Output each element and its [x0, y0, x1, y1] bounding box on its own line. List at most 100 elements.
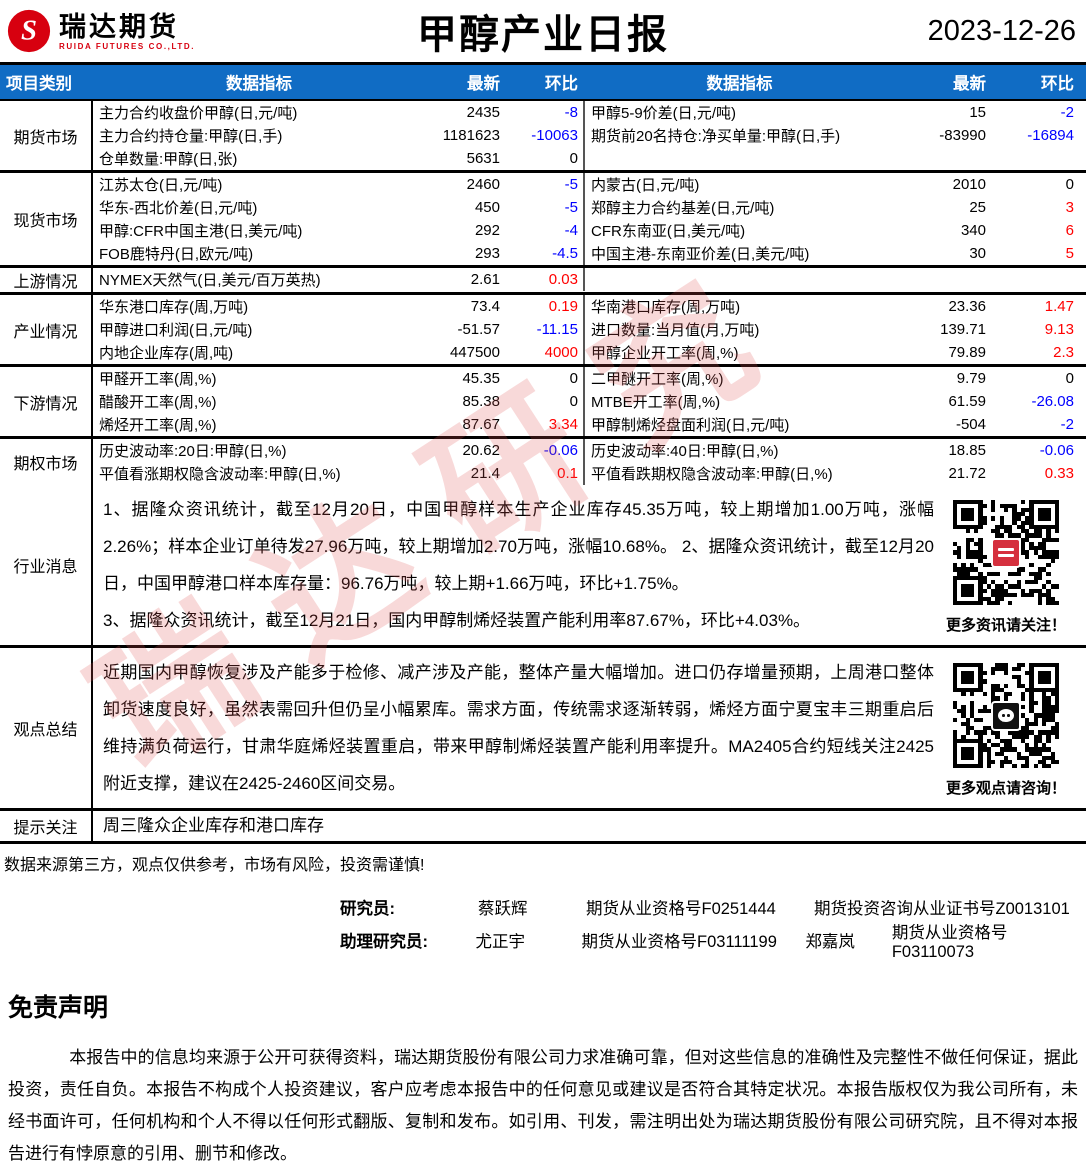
section-category: 观点总结 — [0, 648, 93, 808]
table-section: 现货市场 江苏太仓(日,元/吨) 2460 -5 内蒙古(日,元/吨) 2010 0 华东-西… — [0, 170, 1086, 265]
change-value: 1.47 — [1044, 298, 1074, 315]
indicator-cell: 醋酸开工率(周,%) — [99, 394, 217, 411]
table-row: 江苏太仓(日,元/吨) 2460 -5 内蒙古(日,元/吨) 2010 0 — [93, 173, 1086, 196]
change-value: -4 — [564, 222, 578, 239]
table-row: 内地企业库存(周,吨) 447500 4000 甲醇企业开工率(周,%) 79.89 2.… — [93, 341, 1086, 364]
assistant1-cert: 期货从业资格号F03111199 — [581, 933, 777, 951]
indicator-cell: 江苏太仓(日,元/吨) — [99, 177, 223, 194]
section-viewpoint-summary: 观点总结 近期国内甲醇恢复涉及产能多于检修、减产涉及产能，整体产量大幅增加。进口… — [0, 645, 1086, 808]
qr-logo-mark — [998, 548, 1014, 551]
summary-qr-caption: 更多观点请咨询！ — [945, 780, 1066, 797]
indicator-cell: 内地企业库存(周,吨) — [99, 345, 234, 362]
change-value: 9.13 — [1044, 321, 1074, 338]
researcher-cert2: 期货投资咨询从业证书号Z0013101 — [814, 900, 1070, 918]
table-sections: 期货市场 主力合约收盘价甲醇(日,元/吨) 2435 -8 甲醇5-9价差(日,元/吨)… — [0, 101, 1086, 485]
latest-value: 15 — [969, 104, 986, 121]
change-value: 0 — [1065, 176, 1074, 193]
qr-code-wechat — [953, 662, 1059, 769]
section-category: 期货市场 — [0, 101, 93, 170]
section-category: 期权市场 — [0, 439, 93, 485]
industry-news-body: 1、据隆众资讯统计，截至12月20日，中国甲醇样本生产企业库存45.35万吨，较… — [93, 485, 1086, 645]
col-change-left: 环比 — [545, 75, 578, 93]
latest-value: 61.59 — [948, 393, 986, 410]
latest-value — [896, 268, 991, 291]
viewpoint-summary-body: 近期国内甲醇恢复涉及产能多于检修、减产涉及产能，整体产量大幅增加。进口仍存增量预… — [93, 648, 1086, 808]
section-category: 产业情况 — [0, 295, 93, 364]
latest-value: 87.67 — [462, 416, 500, 433]
industry-news-text: 1、据隆众资讯统计，截至12月20日，中国甲醇样本生产企业库存45.35万吨，较… — [93, 485, 938, 645]
indicator-cell: 烯烃开工率(周,%) — [99, 417, 217, 434]
table-row: 甲醇:CFR中国主港(日,美元/吨) 292 -4 CFR东南亚(日,美元/吨) 340… — [93, 219, 1086, 242]
latest-value: 25 — [969, 199, 986, 216]
assistant1-name: 尤正宇 — [475, 933, 526, 951]
latest-value: 2435 — [466, 104, 500, 121]
risk-footnote: 数据来源第三方，观点仅供参考，市场有风险，投资需谨慎! — [4, 857, 425, 874]
change-value: 0.19 — [548, 298, 578, 315]
latest-value: 73.4 — [470, 298, 500, 315]
table-section: 期货市场 主力合约收盘价甲醇(日,元/吨) 2435 -8 甲醇5-9价差(日,元/吨)… — [0, 101, 1086, 170]
logo-chinese-name: 瑞达期货 — [59, 11, 179, 42]
table-row: 平值看涨期权隐含波动率:甲醇(日,%) 21.4 0.1 平值看跌期权隐含波动率:甲醇… — [93, 462, 1086, 485]
table-row: 甲醇进口利润(日,元/吨) -51.57 -11.15 进口数量:当月值(月,万吨) 1… — [93, 318, 1086, 341]
indicator-cell: 仓单数量:甲醇(日,张) — [99, 151, 238, 168]
section-industry-news: 行业消息 1、据隆众资讯统计，截至12月20日，中国甲醇样本生产企业库存45.3… — [0, 485, 1086, 645]
change-value: 4000 — [544, 344, 578, 361]
indicator-cell: 主力合约持仓量:甲醇(日,手) — [99, 128, 283, 145]
table-row: 主力合约持仓量:甲醇(日,手) 1181623 -10063 期货前20名持仓:净买单… — [93, 124, 1086, 147]
latest-value: 21.72 — [948, 465, 986, 482]
change-value — [991, 268, 1079, 291]
indicator-cell: 历史波动率:20日:甲醇(日,%) — [99, 443, 287, 460]
data-table: 期货市场 主力合约收盘价甲醇(日,元/吨) 2435 -8 甲醇5-9价差(日,元/吨)… — [0, 99, 1086, 844]
indicator-cell: 甲醛开工率(周,%) — [99, 371, 217, 388]
table-row: FOB鹿特丹(日,欧元/吨) 293 -4.5 中国主港-东南亚价差(日,美元/吨) 3… — [93, 242, 1086, 265]
section-category: 上游情况 — [0, 268, 93, 292]
change-value: -0.06 — [1039, 442, 1074, 459]
news-qr-block: 更多资讯请关注！ — [938, 496, 1074, 635]
change-value: -16894 — [1027, 127, 1074, 144]
table-row: 主力合约收盘价甲醇(日,元/吨) 2435 -8 甲醇5-9价差(日,元/吨) 15 -2 — [93, 101, 1086, 124]
table-row: 仓单数量:甲醇(日,张) 5631 0 — [93, 147, 1086, 170]
change-value: 0 — [1065, 370, 1074, 387]
researcher-name: 蔡跃辉 — [478, 900, 528, 918]
table-section: 期权市场 历史波动率:20日:甲醇(日,%) 20.62 -0.06 历史波动率:40日… — [0, 436, 1086, 485]
change-value: 0.1 — [557, 465, 578, 482]
table-row: NYMEX天然气(日,美元/百万英热) 2.61 0.03 — [93, 268, 1086, 291]
indicator-cell: 华东港口库存(周,万吨) — [99, 299, 249, 316]
indicator-cell: 进口数量:当月值(月,万吨) — [583, 318, 896, 341]
table-section: 产业情况 华东港口库存(周,万吨) 73.4 0.19 华南港口库存(周,万吨) 23.3… — [0, 292, 1086, 364]
indicator-cell: 平值看跌期权隐含波动率:甲醇(日,%) — [583, 462, 896, 485]
table-section: 下游情况 甲醛开工率(周,%) 45.35 0 二甲醚开工率(周,%) 9.79 0 醋酸开工… — [0, 364, 1086, 436]
ruida-logo-icon: S — [7, 9, 51, 53]
latest-value: 2.61 — [470, 271, 500, 288]
researcher-label: 研究员: — [340, 900, 395, 918]
indicator-cell: CFR东南亚(日,美元/吨) — [583, 219, 896, 242]
table-row: 华东港口库存(周,万吨) 73.4 0.19 华南港口库存(周,万吨) 23.36 1.4… — [93, 295, 1086, 318]
report-date: 2023-12-26 — [927, 14, 1076, 47]
latest-value: 292 — [474, 222, 500, 239]
col-indicator-right: 数据指标 — [706, 75, 773, 93]
viewpoint-summary-text: 近期国内甲醇恢复涉及产能多于检修、减产涉及产能，整体产量大幅增加。进口仍存增量预… — [103, 663, 934, 793]
table-row: 醋酸开工率(周,%) 85.38 0 MTBE开工率(周,%) 61.59 -26.08 — [93, 390, 1086, 413]
wechat-icon — [991, 700, 1021, 731]
latest-value: 2010 — [952, 176, 986, 193]
change-value: -11.15 — [536, 321, 578, 338]
svg-text:S: S — [21, 15, 37, 47]
wechat-bubble — [998, 709, 1014, 722]
header-divider — [0, 62, 1086, 65]
change-value: -2 — [1060, 104, 1074, 121]
reminder-body: 周三隆众企业库存和港口库存 — [93, 811, 1086, 841]
latest-value: 340 — [960, 222, 986, 239]
qr-logo-mark — [998, 554, 1014, 557]
indicator-cell: 甲醇企业开工率(周,%) — [583, 341, 896, 364]
indicator-cell: 甲醇:CFR中国主港(日,美元/吨) — [99, 223, 303, 240]
change-value: 2.3 — [1053, 344, 1074, 361]
latest-value: 139.71 — [940, 321, 986, 338]
section-category: 行业消息 — [0, 485, 93, 645]
col-category: 项目类别 — [6, 75, 72, 93]
news-qr-caption: 更多资讯请关注！ — [945, 616, 1066, 634]
change-value — [991, 147, 1079, 170]
latest-value: -83990 — [939, 127, 986, 144]
assistant-label: 助理研究员: — [340, 933, 428, 951]
latest-value: 5631 — [466, 150, 500, 167]
industry-news-paragraph-2: 3、据隆众资讯统计，截至12月21日，国内甲醇制烯烃装置产能利用率87.67%，… — [103, 611, 811, 630]
